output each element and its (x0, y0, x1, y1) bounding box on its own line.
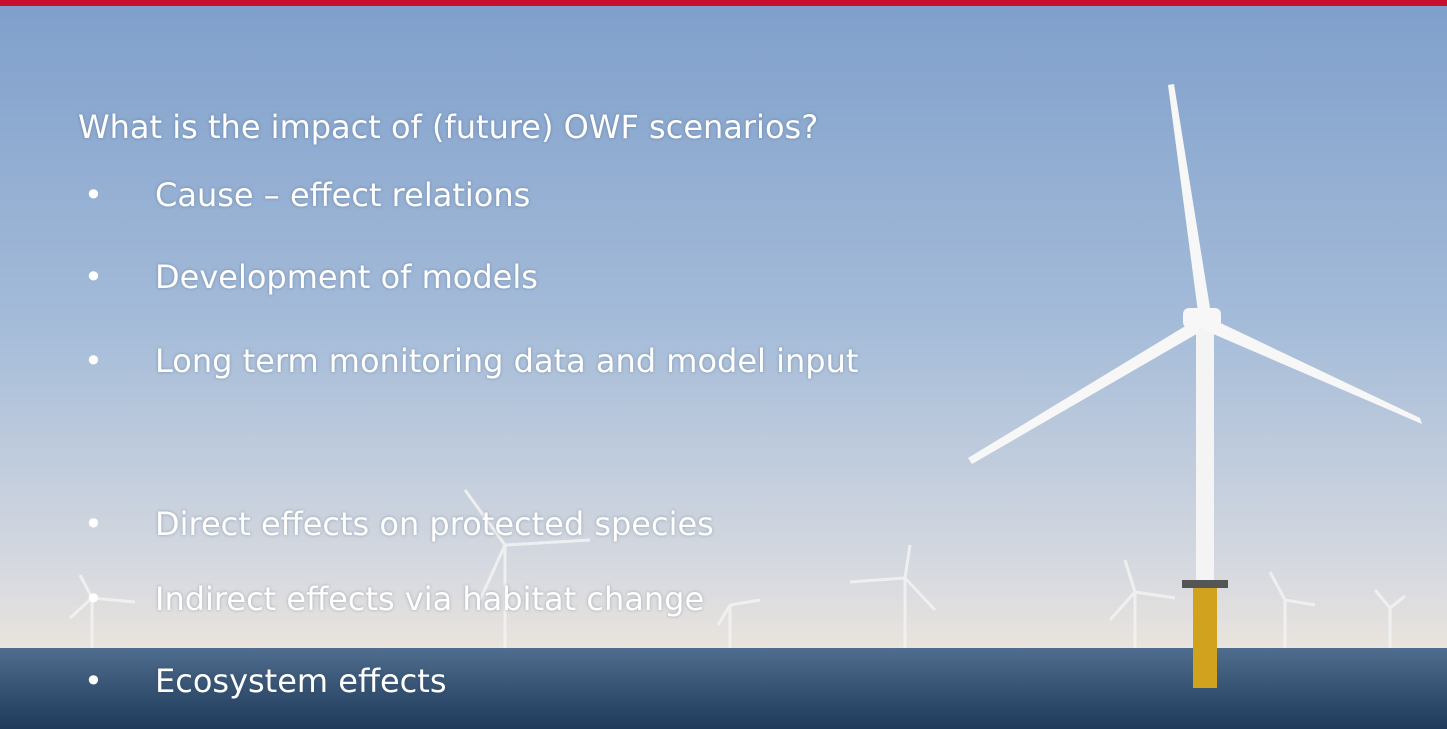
bullet: • (84, 580, 103, 618)
bullet-text: Long term monitoring data and model inpu… (155, 342, 858, 380)
heading: What is the impact of (future) OWF scena… (78, 108, 818, 146)
bullet: • (84, 505, 103, 543)
bullet-text: Development of models (155, 258, 538, 296)
bullet: • (84, 258, 103, 296)
bullet-text: Cause – effect relations (155, 176, 530, 214)
bullet: • (84, 342, 103, 380)
bullet-text: Indirect effects via habitat change (155, 580, 704, 618)
bullet-text: Direct effects on protected species (155, 505, 714, 543)
slide: What is the impact of (future) OWF scena… (0, 0, 1447, 729)
bullet-text: Ecosystem effects (155, 662, 446, 700)
bullet: • (84, 176, 103, 214)
bullet: • (84, 662, 103, 700)
